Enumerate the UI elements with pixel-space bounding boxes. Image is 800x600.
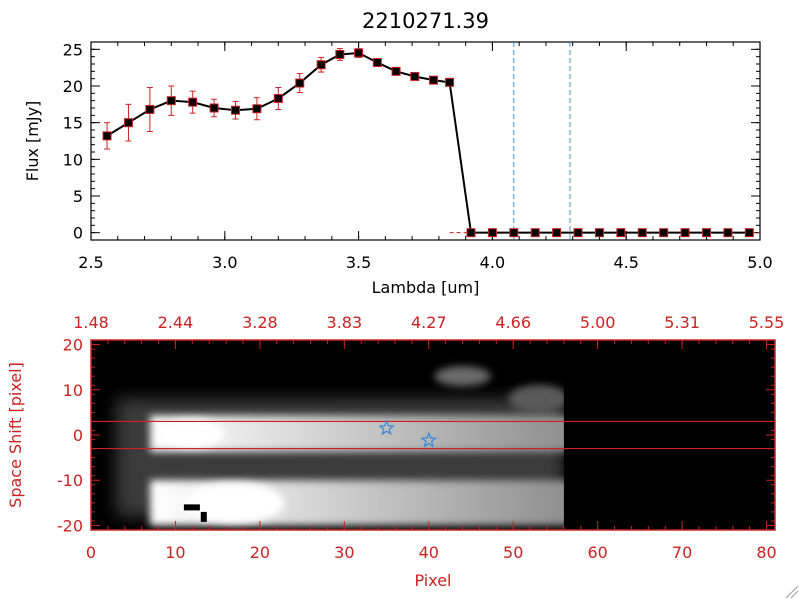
- star-marker: [420, 431, 438, 448]
- data-point: [102, 131, 112, 141]
- top-tick-label: 3.83: [327, 313, 363, 332]
- x-tick-label: 60: [587, 543, 607, 562]
- x-axis-label: Pixel: [414, 571, 451, 590]
- y-tick-label: 5: [73, 187, 83, 206]
- data-point: [166, 96, 176, 106]
- data-point: [680, 228, 690, 238]
- y-axis-label: Flux [mJy]: [23, 101, 42, 182]
- data-point: [723, 228, 733, 238]
- data-point: [744, 228, 754, 238]
- y-tick-label: 20: [63, 77, 83, 96]
- x-tick-label: 70: [672, 543, 692, 562]
- y-tick-label: 20: [63, 336, 83, 355]
- data-point: [145, 104, 155, 114]
- x-tick-label: 10: [165, 543, 185, 562]
- data-point: [594, 228, 604, 238]
- x-tick-label: 2.5: [78, 253, 103, 272]
- star-marker: [378, 419, 395, 436]
- x-tick-label: 4.5: [613, 253, 638, 272]
- data-point: [391, 66, 401, 76]
- y-tick-label: -20: [57, 516, 83, 535]
- top-tick-label: 5.31: [664, 313, 700, 332]
- top-tick-label: 5.00: [580, 313, 616, 332]
- y-tick-label: 15: [63, 114, 83, 133]
- x-tick-label: 40: [419, 543, 439, 562]
- top-tick-label: 4.27: [411, 313, 447, 332]
- x-tick-label: 5.0: [747, 253, 772, 272]
- bad-pixel: [183, 504, 200, 511]
- data-point: [429, 75, 439, 85]
- data-point: [316, 60, 326, 70]
- data-point: [123, 118, 133, 128]
- x-tick-label: 3.0: [212, 253, 237, 272]
- x-tick-label: 80: [756, 543, 776, 562]
- resize-grip-icon[interactable]: [785, 585, 799, 599]
- bad-pixel: [200, 511, 207, 522]
- data-point: [487, 228, 497, 238]
- data-point: [295, 78, 305, 88]
- data-point: [573, 228, 583, 238]
- x-tick-label: 30: [334, 543, 354, 562]
- y-tick-label: 10: [63, 150, 83, 169]
- data-point: [372, 58, 382, 68]
- x-tick-label: 3.5: [346, 253, 371, 272]
- chart-title: 2210271.39: [362, 9, 489, 33]
- data-point: [701, 228, 711, 238]
- spectrum-plot: 2.5 3.0 3.5 4.0 4.5 5.0 0 5 10 15 20 25 2210271.39 La…: [23, 9, 773, 297]
- series-line: [106, 51, 750, 234]
- data-point: [552, 228, 562, 238]
- y-tick-label: 0: [73, 224, 83, 243]
- spectral-image-plot: 0 10 20 30 40 50 60 70 80 1.48 2.44 3.28 3.83 4.27 4.6…: [6, 313, 784, 590]
- y-tick-label: 25: [63, 40, 83, 59]
- data-point: [209, 103, 219, 113]
- x-tick-label: 4.0: [480, 253, 505, 272]
- x-tick-label: 20: [250, 543, 270, 562]
- y-tick-label: 0: [73, 426, 83, 445]
- top-tick-label: 1.48: [73, 313, 109, 332]
- top-tick-label: 2.44: [158, 313, 194, 332]
- data-point: [466, 228, 476, 238]
- data-point: [354, 48, 364, 58]
- blob: [434, 366, 491, 387]
- data-point: [231, 105, 241, 115]
- data-point: [637, 228, 647, 238]
- data-point: [335, 49, 345, 59]
- y-tick-label: 10: [63, 381, 83, 400]
- data-point: [659, 228, 669, 238]
- x-tick-label: 0: [86, 543, 96, 562]
- data-point: [410, 71, 420, 81]
- blob: [508, 384, 564, 413]
- data-point: [530, 228, 540, 238]
- data-point: [188, 97, 198, 107]
- top-tick-label: 4.66: [495, 313, 531, 332]
- data-point: [445, 77, 455, 87]
- x-tick-label: 50: [503, 543, 523, 562]
- y-axis-label: Space Shift [pixel]: [6, 362, 25, 508]
- data-point: [252, 104, 262, 114]
- top-tick-label: 5.55: [749, 313, 785, 332]
- x-axis-label: Lambda [um]: [372, 278, 480, 297]
- trace-peak: [160, 419, 225, 448]
- plot-frame: [90, 41, 761, 241]
- y-tick-label: -10: [57, 471, 83, 490]
- data-point: [616, 228, 626, 238]
- data-point: [509, 228, 519, 238]
- top-tick-label: 3.28: [242, 313, 278, 332]
- secondary-peak: [184, 482, 285, 523]
- data-point: [273, 93, 283, 103]
